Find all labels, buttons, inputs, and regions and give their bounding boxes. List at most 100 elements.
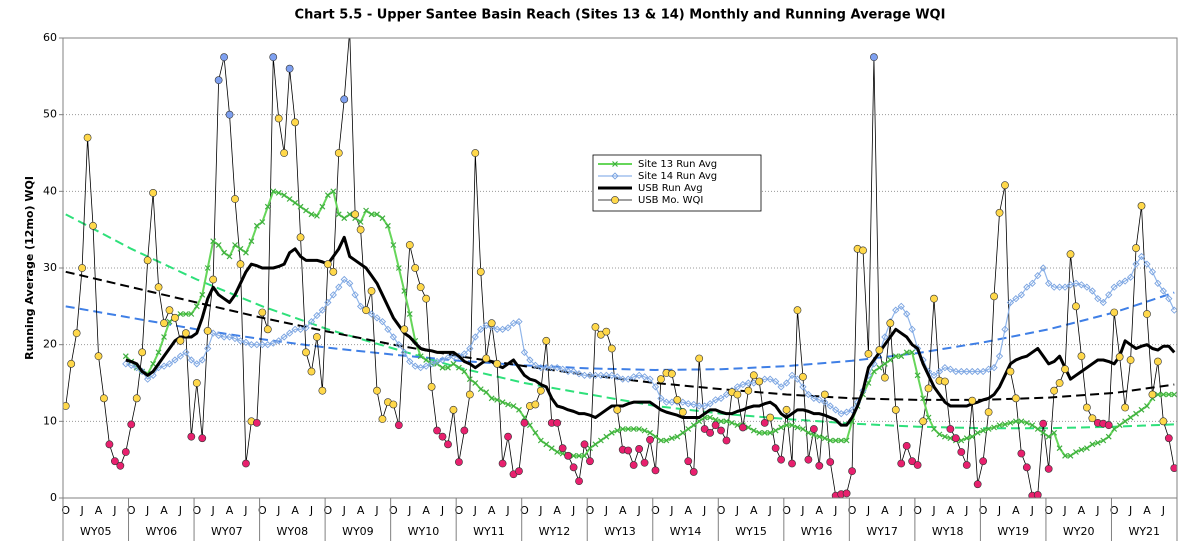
data-point [242, 338, 250, 347]
data-point [214, 331, 223, 340]
group-label: WY16 [801, 525, 833, 538]
data-point [247, 341, 256, 349]
x-tick-label: O [192, 504, 201, 517]
data-point [630, 426, 637, 432]
data-point [1143, 260, 1151, 268]
data-point [898, 353, 905, 360]
data-point [537, 364, 545, 372]
x-tick-label: A [553, 504, 561, 517]
data-point [690, 400, 698, 409]
x-tick-label: J [571, 504, 575, 517]
data-point [395, 265, 402, 271]
data-point [542, 336, 551, 345]
data-point [1160, 391, 1167, 398]
data-point [329, 267, 338, 276]
data-point [319, 203, 326, 210]
x-tick-label: J [702, 504, 706, 517]
group-label: WY06 [145, 525, 177, 538]
data-point [717, 394, 725, 402]
data-point [624, 375, 632, 383]
data-point [1144, 403, 1150, 409]
x-tick-label: J [145, 504, 149, 517]
data-point [367, 287, 376, 295]
data-point [1148, 390, 1157, 399]
data-point [810, 394, 818, 402]
data-point [984, 408, 993, 417]
data-point [651, 383, 660, 391]
data-point [455, 458, 463, 466]
data-point [575, 370, 583, 378]
data-point [231, 195, 239, 203]
data-point [914, 372, 921, 379]
data-point [991, 424, 997, 431]
data-point [935, 367, 944, 376]
data-point [750, 427, 757, 434]
data-point [553, 364, 561, 372]
data-point [171, 356, 179, 364]
data-point [1055, 283, 1064, 291]
x-tick-label: J [768, 504, 772, 517]
data-point [1110, 308, 1119, 317]
data-point [504, 324, 512, 332]
legend-marker [612, 161, 618, 167]
data-point [302, 324, 310, 332]
data-point [127, 361, 135, 370]
data-point [1115, 353, 1124, 361]
data-point [947, 435, 954, 442]
data-point [886, 319, 895, 328]
data-point [876, 364, 883, 371]
data-point [477, 325, 485, 333]
data-point [695, 402, 703, 410]
data-point [318, 306, 327, 314]
x-tick-label: J [407, 504, 411, 517]
data-point [767, 429, 774, 436]
data-point [962, 461, 971, 469]
x-tick-label: A [488, 504, 496, 517]
data-point [334, 149, 343, 157]
legend-marker [611, 196, 619, 204]
data-point [171, 313, 179, 322]
x-tick-label: A [750, 504, 758, 517]
data-point [1067, 452, 1074, 459]
data-point [1006, 367, 1015, 376]
data-point [214, 76, 223, 85]
data-point [225, 333, 234, 341]
data-point [766, 413, 775, 422]
data-point [417, 364, 425, 372]
data-point [537, 437, 544, 444]
data-point [1077, 281, 1086, 289]
x-tick-label: J [964, 504, 968, 517]
data-point [778, 424, 785, 431]
data-point [968, 396, 977, 405]
data-point [843, 437, 850, 444]
data-point [384, 325, 392, 333]
data-point [913, 461, 922, 469]
data-point [215, 242, 222, 248]
data-point [679, 429, 686, 436]
data-point [941, 364, 949, 372]
data-point [1056, 445, 1063, 452]
data-point [1022, 463, 1031, 472]
x-tick-label: A [1078, 504, 1086, 517]
data-point [487, 319, 496, 328]
data-point [805, 429, 812, 436]
data-point [587, 445, 593, 452]
data-point [1002, 421, 1008, 428]
data-point [220, 333, 228, 341]
group-label: WY19 [997, 525, 1029, 538]
data-point [985, 426, 992, 432]
x-tick-label: O [258, 504, 267, 517]
data-point [356, 225, 365, 234]
x-tick-label: A [95, 504, 103, 517]
data-point [804, 455, 813, 464]
data-point [711, 396, 720, 404]
data-point [493, 325, 501, 333]
data-point [1088, 287, 1096, 295]
data-point [477, 386, 484, 393]
data-point [1012, 295, 1020, 303]
data-point [871, 368, 877, 375]
x-tick-label: J [800, 504, 804, 517]
data-point [760, 418, 769, 427]
data-point [1127, 414, 1134, 421]
data-point [684, 400, 692, 408]
